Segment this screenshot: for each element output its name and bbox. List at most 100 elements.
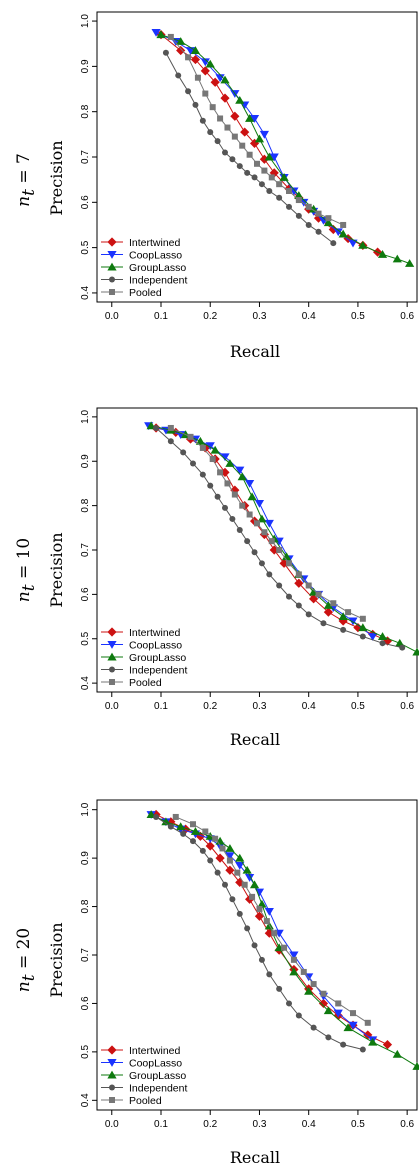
data-point-pooled	[234, 869, 241, 876]
data-point-intertwined	[294, 578, 304, 588]
data-point-pooled	[167, 33, 174, 40]
data-point-grouplasso	[254, 134, 265, 143]
data-point-grouplasso	[235, 95, 245, 104]
y-tick-label: 0.9	[80, 454, 91, 468]
data-point-grouplasso	[289, 967, 299, 976]
legend-marker-grouplasso	[107, 1070, 117, 1079]
data-point-pooled	[268, 538, 275, 545]
data-point-grouplasso	[412, 1062, 419, 1070]
data-point-pooled	[305, 582, 312, 589]
data-point-cooplasso	[151, 28, 161, 37]
data-point-pooled	[315, 591, 322, 598]
series-line-independent	[155, 816, 363, 1050]
data-point-cooplasso	[254, 499, 265, 508]
data-point-grouplasso	[304, 986, 314, 995]
data-point-pooled	[209, 456, 216, 463]
data-point-grouplasso	[242, 865, 252, 874]
data-point-intertwined	[323, 607, 333, 617]
data-point-pooled	[290, 956, 297, 963]
plot-area-2: 0.0 0.1 0.2 0.3 0.4 0.5 0.6 0.4 0.5 0.6 0.7 0.8 0.9 1…	[80, 407, 419, 712]
data-point-pooled	[330, 600, 337, 607]
x-tick-label: 0.2	[203, 701, 217, 712]
data-point-grouplasso	[309, 204, 319, 213]
legend-label-cooplasso: CoopLasso	[129, 1057, 182, 1069]
data-point-grouplasso	[257, 899, 267, 908]
data-point-cooplasso	[348, 1021, 358, 1030]
data-point-independent	[153, 813, 160, 820]
row-label-nt-10: nt = 10	[14, 538, 39, 602]
x-axis-label: Recall	[230, 342, 280, 361]
data-point-independent	[162, 49, 169, 56]
x-tick-label: 0.3	[253, 1119, 267, 1130]
data-point-grouplasso	[358, 240, 368, 249]
legend-marker-intertwined	[107, 627, 117, 637]
data-point-grouplasso	[343, 1023, 353, 1032]
data-point-pooled	[202, 828, 209, 835]
data-point-independent	[258, 181, 265, 188]
y-tick-label: 0.5	[80, 1044, 91, 1058]
data-point-independent	[229, 156, 236, 163]
data-point-grouplasso	[392, 1049, 402, 1058]
data-point-grouplasso	[279, 173, 289, 181]
data-point-grouplasso	[195, 436, 205, 445]
series-line-cooplasso	[155, 31, 354, 244]
data-point-cooplasso	[205, 442, 215, 451]
y-tick-label: 0.8	[80, 899, 91, 913]
data-point-grouplasso	[235, 853, 245, 862]
series-group	[146, 809, 419, 1070]
y-tick-label: 1.0	[80, 802, 91, 816]
data-point-pooled	[167, 424, 174, 431]
legend-marker-grouplasso	[107, 262, 117, 271]
data-point-independent	[340, 626, 347, 633]
data-point-independent	[175, 72, 182, 79]
data-point-cooplasso	[245, 479, 255, 488]
data-point-grouplasso	[281, 552, 292, 561]
x-tick-label: 0.2	[203, 311, 217, 322]
y-tick-label: 0.9	[80, 851, 91, 865]
series-line-cooplasso	[148, 425, 374, 637]
data-point-pooled	[364, 1019, 371, 1026]
series-line-pooled	[170, 36, 344, 226]
data-point-independent	[229, 896, 236, 903]
legend-marker-pooled	[109, 289, 115, 295]
data-point-pooled	[254, 520, 260, 527]
data-point-independent	[325, 1034, 332, 1041]
y-tick-label: 0.5	[80, 240, 91, 254]
data-point-pooled	[295, 571, 302, 578]
y-tick-label: 0.4	[80, 676, 91, 690]
x-tick-label: 0.5	[351, 311, 365, 322]
data-point-pooled	[345, 609, 352, 616]
x-tick-label: 0.4	[302, 701, 316, 712]
data-point-pooled	[246, 151, 253, 158]
legend-label-cooplasso: CoopLasso	[129, 249, 182, 261]
data-point-grouplasso	[247, 492, 257, 501]
x-tick-label: 0.0	[105, 1119, 119, 1130]
data-point-intertwined	[382, 636, 393, 646]
data-point-independent	[359, 1046, 366, 1053]
x-tick-label: 0.1	[154, 311, 168, 322]
data-point-intertwined	[176, 45, 186, 56]
data-point-grouplasso	[205, 59, 215, 68]
data-point-cooplasso	[333, 228, 343, 237]
data-point-grouplasso	[377, 632, 388, 640]
data-point-intertwined	[225, 865, 235, 875]
data-point-independent	[207, 857, 214, 864]
data-point-independent	[295, 212, 302, 219]
data-point-pooled	[249, 893, 256, 900]
data-point-intertwined	[264, 928, 274, 938]
data-point-independent	[214, 869, 221, 876]
data-point-pooled	[217, 469, 224, 476]
data-point-grouplasso	[220, 75, 230, 84]
data-point-pooled	[239, 142, 246, 149]
data-point-independent	[286, 1000, 292, 1007]
data-point-grouplasso	[323, 601, 333, 609]
data-point-cooplasso	[225, 852, 235, 861]
data-point-grouplasso	[358, 623, 368, 632]
data-point-independent	[251, 549, 258, 556]
data-point-independent	[295, 602, 302, 609]
data-point-pooled	[212, 835, 219, 842]
data-point-independent	[244, 925, 251, 932]
data-point-grouplasso	[412, 647, 419, 656]
data-point-cooplasso	[269, 153, 279, 162]
data-point-pooled	[263, 918, 270, 925]
